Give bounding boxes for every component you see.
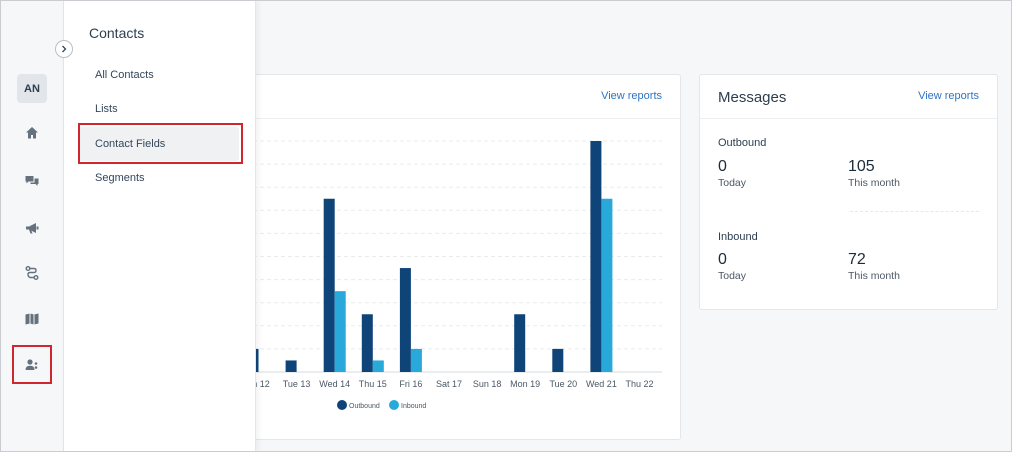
bar-outbound: [323, 198, 335, 372]
card-divider: [700, 118, 997, 119]
bar-outbound: [361, 314, 373, 372]
campaigns-icon[interactable]: [22, 218, 42, 238]
bar-inbound: [372, 360, 384, 372]
icon-sidebar: AN: [1, 1, 64, 451]
menu-item-label: Lists: [95, 103, 118, 115]
bar-outbound: [552, 348, 564, 372]
x-tick-label: Mon 19: [510, 379, 540, 389]
card-divider: [32, 118, 680, 119]
menu-item-label: Contact Fields: [95, 138, 166, 150]
contacts-highlight-box: [12, 345, 52, 384]
inbound-today-label: Today: [718, 270, 747, 282]
knowledge-icon[interactable]: [22, 309, 42, 329]
outbound-label: Outbound: [718, 137, 767, 149]
activity-bar-chart: on 12 Tue 13 Wed 14 Thu 15 Fri 16 Sat 17 Sun 1…: [232, 140, 662, 410]
flows-icon[interactable]: [22, 263, 42, 283]
x-tick-label: Wed 21: [586, 379, 617, 389]
bar-outbound: [514, 314, 526, 372]
x-tick-label: Tue 13: [283, 379, 311, 389]
x-tick-label: Tue 20: [549, 379, 577, 389]
outbound-today-value: 0: [718, 158, 727, 175]
bar-inbound: [334, 291, 346, 372]
x-tick-label: Thu 22: [625, 379, 653, 389]
x-tick-label: Sun 18: [473, 379, 502, 389]
bar-inbound: [410, 348, 422, 372]
menu-item-label: All Contacts: [95, 69, 154, 81]
messages-title: Messages: [718, 89, 787, 106]
outbound-month-label: This month: [848, 177, 900, 189]
flyout-title: Contacts: [89, 25, 145, 41]
menu-item-lists[interactable]: Lists: [79, 92, 239, 126]
menu-item-contact-fields[interactable]: Contact Fields: [79, 127, 239, 161]
avatar[interactable]: AN: [17, 74, 47, 103]
x-tick-label: on 12: [247, 379, 270, 389]
inbound-label: Inbound: [718, 231, 758, 243]
legend-label-outbound: Outbound: [349, 403, 380, 410]
bar-outbound: [399, 268, 411, 372]
legend-marker-outbound: [337, 400, 347, 410]
bar-outbound: [590, 141, 602, 372]
bar-outbound: [285, 360, 297, 372]
outbound-month-value: 105: [848, 158, 875, 175]
x-tick-label: Wed 14: [319, 379, 350, 389]
inbound-today-value: 0: [718, 251, 727, 268]
contacts-flyout-menu: Contacts All Contacts Lists Contact Fiel…: [55, 1, 256, 451]
chevron-right-icon: [62, 45, 67, 53]
menu-item-label: Segments: [95, 172, 145, 184]
conversations-icon[interactable]: [22, 171, 42, 191]
contacts-icon[interactable]: [22, 355, 42, 375]
x-tick-label: Thu 15: [359, 379, 387, 389]
x-tick-label: Sat 17: [436, 379, 462, 389]
contact-fields-highlight-box: [78, 123, 243, 164]
outbound-today-label: Today: [718, 177, 747, 189]
x-tick-label: Fri 16: [399, 379, 422, 389]
messages-card: Messages View reports Outbound 0 Today 1…: [699, 74, 998, 310]
inbound-month-label: This month: [848, 270, 900, 282]
section-divider: [850, 211, 979, 212]
legend-marker-inbound: [389, 400, 399, 410]
menu-item-segments[interactable]: Segments: [79, 161, 239, 195]
home-icon[interactable]: [22, 123, 42, 143]
menu-item-all-contacts[interactable]: All Contacts: [79, 58, 239, 92]
messages-view-reports-link[interactable]: View reports: [918, 90, 979, 102]
legend-label-inbound: Inbound: [401, 403, 426, 410]
collapse-button[interactable]: [55, 40, 73, 58]
chart-view-reports-link[interactable]: View reports: [601, 90, 662, 102]
bar-inbound: [601, 198, 613, 372]
inbound-month-value: 72: [848, 251, 866, 268]
